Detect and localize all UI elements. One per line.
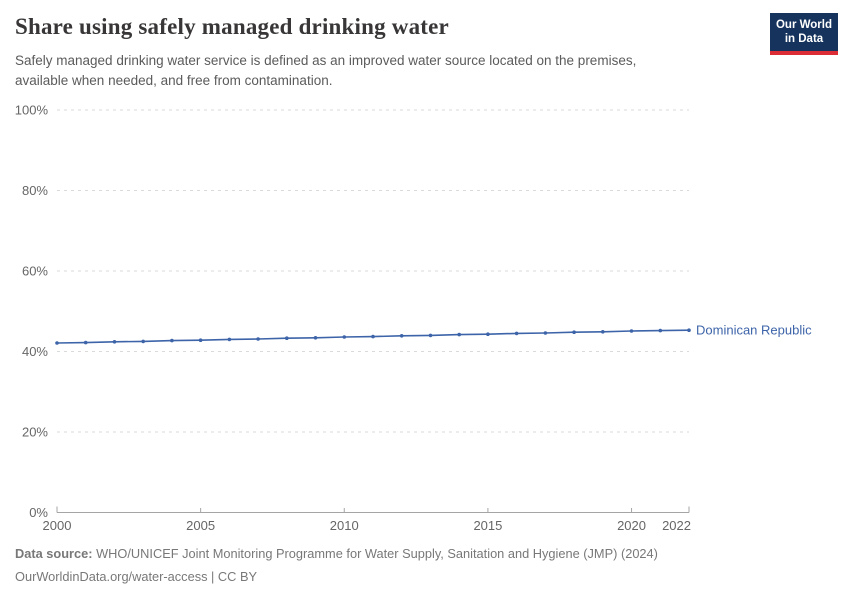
data-point[interactable]	[543, 331, 548, 335]
x-axis-tick-label: 2005	[186, 518, 215, 533]
data-point[interactable]	[371, 334, 375, 339]
y-axis-tick-label: 0%	[29, 505, 48, 520]
data-point[interactable]	[457, 332, 462, 337]
data-point[interactable]	[658, 328, 663, 333]
chart-title: Share using safely managed drinking wate…	[15, 14, 449, 39]
y-axis-tick-label: 60%	[22, 264, 48, 279]
data-point[interactable]	[486, 332, 490, 336]
chart-footer: Data source: WHO/UNICEF Joint Monitoring…	[15, 543, 815, 588]
series-end-label[interactable]: Dominican Republic	[696, 323, 812, 338]
data-point[interactable]	[141, 339, 145, 344]
x-axis-tick-label: 2010	[330, 518, 359, 533]
data-point[interactable]	[342, 335, 347, 339]
data-point[interactable]	[256, 337, 260, 341]
chart-subtitle: Safely managed drinking water service is…	[15, 53, 637, 88]
data-source-label: Data source:	[15, 546, 93, 561]
data-point[interactable]	[112, 340, 117, 344]
license-link[interactable]: OurWorldinData.org/water-access | CC BY	[15, 568, 258, 584]
y-axis-tick-label: 100%	[15, 103, 49, 118]
owid-logo-text-line1: Our World	[775, 19, 832, 31]
owid-logo[interactable]: Our World in Data	[770, 13, 838, 55]
data-point[interactable]	[285, 336, 289, 340]
data-point[interactable]	[227, 337, 232, 342]
data-point[interactable]	[55, 341, 59, 345]
data-point[interactable]	[629, 329, 634, 333]
owid-logo-text-line2: in Data	[784, 33, 824, 46]
line-chart[interactable]: 0% 20% 40% 60% 80% 100% 2000 2005 2010 2015 2020 20…	[0, 100, 850, 545]
y-axis-tick-label: 80%	[22, 183, 48, 198]
data-point[interactable]	[572, 330, 576, 334]
data-point[interactable]	[687, 328, 691, 332]
data-point[interactable]	[170, 338, 174, 343]
data-point[interactable]	[514, 331, 519, 336]
data-point[interactable]	[83, 340, 88, 345]
y-axis-tick-label: 40%	[22, 344, 48, 359]
x-axis-tick-label: 2015	[473, 518, 502, 533]
x-axis-tick-label: 2000	[43, 518, 72, 533]
data-point[interactable]	[198, 338, 203, 342]
x-axis-tick-label: 2020	[617, 518, 646, 533]
data-point[interactable]	[399, 334, 404, 338]
x-axis-tick-label: 2022	[662, 518, 691, 533]
data-point[interactable]	[428, 333, 433, 338]
data-source-line: Data source: WHO/UNICEF Joint Monitoring…	[15, 546, 658, 561]
y-axis-tick-label: 20%	[22, 425, 48, 440]
data-source-text: WHO/UNICEF Joint Monitoring Programme fo…	[92, 546, 658, 561]
data-point[interactable]	[601, 330, 605, 334]
data-point[interactable]	[313, 336, 318, 340]
